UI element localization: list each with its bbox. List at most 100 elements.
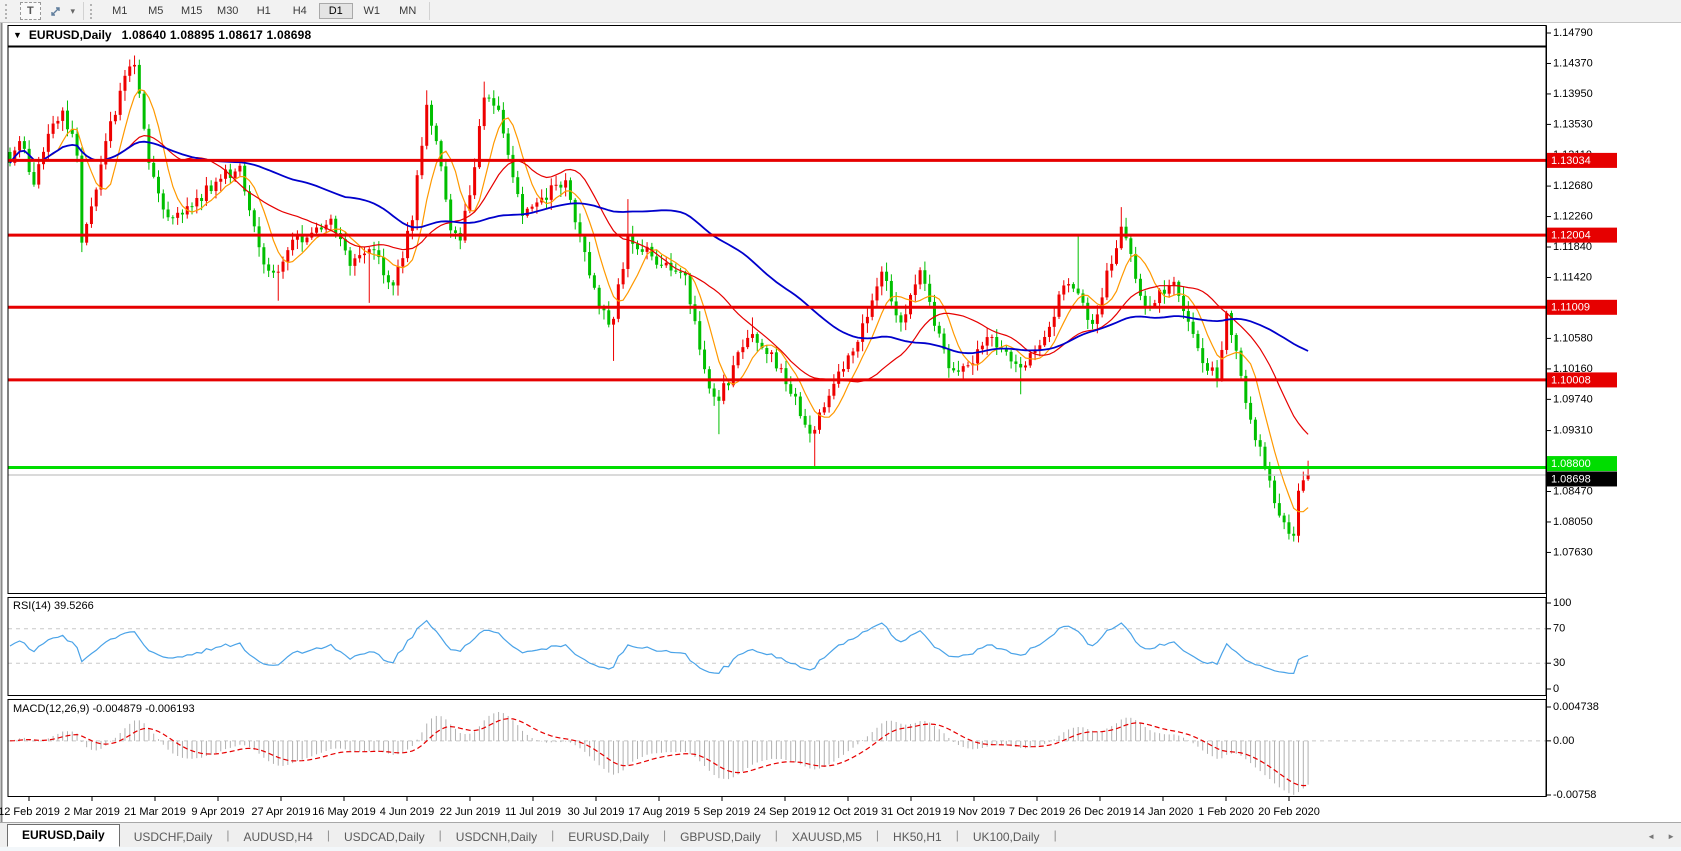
macd-signal-line <box>9 717 1309 787</box>
svg-text:7 Dec 2019: 7 Dec 2019 <box>1009 806 1065 818</box>
macd-indicator-label: MACD(12,26,9) -0.004879 -0.006193 <box>13 703 195 715</box>
svg-text:26 Dec 2019: 26 Dec 2019 <box>1069 806 1131 818</box>
svg-text:1.08050: 1.08050 <box>1553 516 1593 528</box>
timeframe-button-d1[interactable]: D1 <box>318 3 353 19</box>
current-price-tag: 1.08698 <box>1547 471 1617 487</box>
svg-text:1.11420: 1.11420 <box>1553 271 1592 283</box>
tab-hk50-h1[interactable]: HK50,H1 <box>893 830 942 844</box>
horizontal-lines <box>8 158 1546 476</box>
support-price-tag: 1.08800 <box>1547 456 1617 472</box>
tab-uk100-daily[interactable]: UK100,Daily <box>972 830 1040 844</box>
ma-line-22 <box>9 134 1309 435</box>
chart-title-row: ▼ EURUSD,Daily 1.08640 1.08895 1.08617 1… <box>13 28 311 42</box>
svg-text:0.00: 0.00 <box>1553 735 1574 747</box>
status-strip <box>0 847 1681 851</box>
text-tool-button[interactable]: T <box>20 2 41 20</box>
tab-usdcad-daily[interactable]: USDCAD,Daily <box>343 830 425 844</box>
svg-text:1 Feb 2020: 1 Feb 2020 <box>1198 806 1254 818</box>
svg-text:31 Oct 2019: 31 Oct 2019 <box>881 806 941 818</box>
tab-divider: | <box>1053 828 1057 842</box>
svg-text:-0.00758: -0.00758 <box>1553 789 1596 801</box>
tab-usdchf-daily[interactable]: USDCHF,Daily <box>133 830 213 844</box>
tab-divider: | <box>955 828 959 842</box>
timeframe-button-m5[interactable]: M5 <box>148 5 164 17</box>
svg-text:2 Mar 2019: 2 Mar 2019 <box>64 806 120 818</box>
svg-text:12 Feb 2019: 12 Feb 2019 <box>0 806 60 818</box>
ma-line-7 <box>9 89 1309 513</box>
svg-text:1.08470: 1.08470 <box>1553 485 1593 497</box>
chart-ohlc-values: 1.08640 1.08895 1.08617 1.08698 <box>121 28 312 42</box>
svg-text:1.13530: 1.13530 <box>1553 118 1593 130</box>
pane-borders <box>0 23 1547 846</box>
collapse-chart-icon[interactable]: ▼ <box>13 30 22 40</box>
svg-text:100: 100 <box>1553 597 1571 609</box>
timeframe-button-h4[interactable]: H4 <box>292 5 307 17</box>
timeframe-button-w1[interactable]: W1 <box>363 5 380 17</box>
arrange-dropdown-caret[interactable]: ▾ <box>67 6 79 17</box>
tab-eurusd-daily[interactable]: EURUSD,Daily <box>568 830 649 844</box>
svg-text:1.12680: 1.12680 <box>1553 180 1593 192</box>
timeframe-button-mn[interactable]: MN <box>399 5 417 17</box>
svg-text:1.14790: 1.14790 <box>1553 27 1593 39</box>
svg-text:70: 70 <box>1553 623 1565 635</box>
svg-text:1.08800: 1.08800 <box>1551 458 1591 470</box>
svg-text:1.12260: 1.12260 <box>1553 210 1593 222</box>
svg-text:1.09740: 1.09740 <box>1553 393 1593 405</box>
svg-text:4 Jun 2019: 4 Jun 2019 <box>380 806 434 818</box>
svg-text:16 May 2019: 16 May 2019 <box>312 806 376 818</box>
toolbar-separator <box>82 2 84 20</box>
svg-text:1.11009: 1.11009 <box>1551 302 1590 314</box>
svg-text:1.07630: 1.07630 <box>1553 546 1593 558</box>
timeframe-button-group: M1 M5 M15 M30 H1 H4 D1 W1 MN <box>103 3 425 19</box>
tab-eurusd-daily[interactable]: EURUSD,Daily <box>7 824 120 847</box>
tab-divider: | <box>875 828 880 842</box>
tab-divider: | <box>551 828 555 842</box>
svg-text:0.004738: 0.004738 <box>1553 701 1599 713</box>
tab-scroll-left-icon[interactable]: ◄ <box>1647 832 1656 841</box>
rsi-indicator-label: RSI(14) 39.5266 <box>13 600 94 612</box>
svg-text:9 Apr 2019: 9 Apr 2019 <box>191 806 244 818</box>
toolbar-grip[interactable] <box>5 3 12 19</box>
time-axis[interactable]: 12 Feb 2019 2 Mar 2019 21 Mar 2019 9 Apr 20… <box>0 796 1320 818</box>
svg-text:30 Jul 2019: 30 Jul 2019 <box>568 806 625 818</box>
svg-text:1.13950: 1.13950 <box>1553 88 1593 100</box>
tab-scroll-controls: ◄ ► <box>1647 832 1675 841</box>
svg-text:1.09310: 1.09310 <box>1553 424 1593 436</box>
svg-text:24 Sep 2019: 24 Sep 2019 <box>754 806 816 818</box>
arrange-windows-button[interactable] <box>45 2 67 20</box>
svg-text:0: 0 <box>1553 683 1559 695</box>
svg-text:22 Jun 2019: 22 Jun 2019 <box>440 806 501 818</box>
tab-divider: | <box>438 828 442 842</box>
tab-scroll-right-icon[interactable]: ► <box>1667 832 1675 841</box>
timeframe-button-m30[interactable]: M30 <box>217 5 239 17</box>
svg-text:20 Feb 2020: 20 Feb 2020 <box>1258 806 1320 818</box>
price-axis[interactable]: 1.147901.143701.139501.135301.131101.126… <box>1546 27 1599 801</box>
macd-histogram <box>14 711 1309 795</box>
svg-text:1.10160: 1.10160 <box>1553 363 1593 375</box>
svg-text:17 Aug 2019: 17 Aug 2019 <box>628 806 690 818</box>
toolbar-grip[interactable] <box>89 3 97 19</box>
svg-text:1.08698: 1.08698 <box>1551 473 1591 485</box>
svg-text:1.14370: 1.14370 <box>1553 57 1593 69</box>
svg-text:14 Jan 2020: 14 Jan 2020 <box>1133 806 1194 818</box>
tab-divider: | <box>774 828 778 842</box>
tab-divider: | <box>326 828 330 842</box>
tab-xauusd-m5[interactable]: XAUUSD,M5 <box>791 830 862 844</box>
tab-audusd-h4[interactable]: AUDUSD,H4 <box>243 830 313 844</box>
toolbar-separator <box>428 2 430 20</box>
arrange-arrows-icon <box>51 6 60 16</box>
tab-gbpusd-daily[interactable]: GBPUSD,Daily <box>680 830 761 844</box>
resistance-price-tag: 1.13034 <box>1547 152 1617 168</box>
chevron-down-icon: ▾ <box>70 5 75 16</box>
resistance-price-tag: 1.12004 <box>1547 227 1617 243</box>
svg-text:19 Nov 2019: 19 Nov 2019 <box>943 806 1005 818</box>
svg-text:1.13034: 1.13034 <box>1551 155 1591 167</box>
svg-text:11 Jul 2019: 11 Jul 2019 <box>505 806 561 818</box>
svg-text:27 Apr 2019: 27 Apr 2019 <box>251 806 310 818</box>
timeframe-button-m1[interactable]: M1 <box>112 5 128 17</box>
tab-usdcnh-daily[interactable]: USDCNH,Daily <box>455 830 538 844</box>
resistance-price-tag: 1.11009 <box>1547 299 1617 315</box>
timeframe-button-h1[interactable]: H1 <box>256 5 271 17</box>
timeframe-button-m15[interactable]: M15 <box>181 5 203 17</box>
